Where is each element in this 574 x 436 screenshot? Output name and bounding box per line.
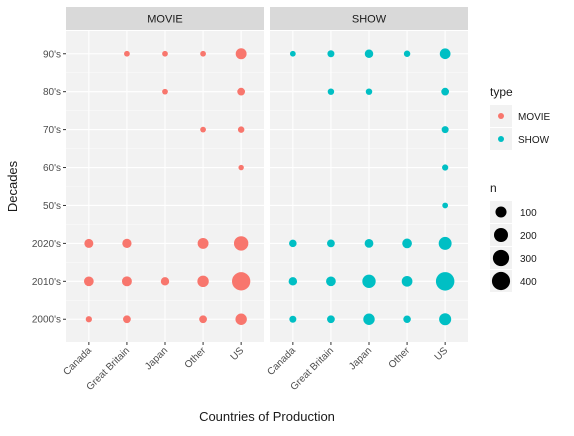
legend-size-key	[495, 206, 507, 218]
legend-size-label: 200	[520, 231, 537, 242]
y-tick-label: 2020's	[32, 239, 61, 250]
legend-color-title: type	[490, 85, 513, 99]
x-axis-title: Countries of Production	[199, 409, 335, 424]
data-point-show	[435, 272, 455, 291]
y-axis-title: Decades	[5, 160, 20, 212]
data-point-show	[442, 202, 449, 209]
y-tick-label: 2010's	[32, 277, 61, 288]
data-point-show	[403, 50, 411, 57]
legend-size-key	[491, 271, 511, 291]
facet-strip-background	[270, 7, 468, 30]
y-tick-label: 60's	[43, 163, 61, 174]
y-tick-label: 90's	[43, 49, 61, 60]
legend-size-title: n	[490, 181, 497, 195]
data-point-movie	[122, 238, 132, 249]
data-point-movie	[200, 126, 206, 133]
data-point-show	[402, 238, 412, 249]
data-point-movie	[237, 126, 245, 133]
legend-size-key	[492, 249, 510, 267]
data-point-movie	[123, 315, 131, 324]
x-tick-label: Japan	[347, 345, 374, 372]
data-point-show	[327, 239, 335, 248]
data-point-movie	[200, 50, 206, 57]
x-tick-label: Canada	[265, 345, 298, 378]
legend-size-label: 300	[520, 254, 537, 265]
data-point-show	[289, 239, 297, 248]
legend-size-label: 100	[520, 208, 537, 219]
data-point-show	[289, 50, 296, 57]
legend-color-key	[498, 113, 504, 119]
data-point-show	[364, 239, 374, 248]
data-point-show	[289, 315, 297, 323]
data-point-show	[441, 87, 450, 96]
data-point-show	[441, 126, 449, 134]
y-tick-label: 50's	[43, 201, 61, 212]
x-tick-label: Other	[387, 345, 413, 371]
x-tick-label: US	[433, 345, 451, 363]
data-point-show	[401, 275, 413, 287]
data-point-show	[326, 276, 336, 287]
data-point-movie	[197, 237, 209, 249]
data-point-movie	[83, 276, 94, 287]
facet-strip-background	[66, 7, 264, 30]
data-point-movie	[235, 48, 247, 60]
facet-strip-label: MOVIE	[147, 14, 182, 26]
x-tick-label: Canada	[61, 345, 94, 378]
legend-size-label: 400	[520, 277, 537, 288]
data-point-movie	[85, 316, 92, 323]
x-tick-label: US	[229, 345, 247, 363]
data-point-show	[442, 164, 449, 171]
data-point-show	[439, 48, 451, 60]
data-point-movie	[162, 88, 168, 95]
data-point-show	[362, 274, 376, 288]
data-point-show	[438, 236, 452, 250]
data-point-movie	[124, 50, 130, 57]
data-point-show	[403, 315, 411, 324]
data-point-movie	[235, 313, 247, 325]
data-point-show	[363, 313, 375, 325]
data-point-show	[439, 313, 452, 326]
legend-size-key	[494, 228, 508, 242]
facet-strip-label: SHOW	[352, 14, 387, 26]
data-point-movie	[160, 277, 170, 286]
data-point-show	[327, 50, 335, 58]
data-point-movie	[84, 238, 94, 248]
data-point-show	[327, 88, 335, 95]
legend-color-key	[498, 136, 504, 142]
y-tick-label: 70's	[43, 125, 61, 136]
data-point-show	[327, 315, 335, 324]
data-point-movie	[197, 275, 209, 288]
y-tick-label: 2000's	[32, 315, 61, 326]
data-point-show	[288, 277, 298, 286]
data-point-show	[365, 88, 373, 95]
legend-color-label: SHOW	[518, 135, 550, 146]
data-point-movie	[121, 276, 132, 287]
x-tick-label: Other	[183, 345, 209, 371]
data-point-movie	[237, 87, 246, 96]
data-point-show	[364, 49, 374, 58]
x-tick-label: Japan	[143, 345, 170, 372]
data-point-movie	[162, 50, 168, 57]
data-point-movie	[238, 164, 244, 171]
data-point-movie	[233, 236, 249, 251]
legend-color-label: MOVIE	[518, 112, 551, 123]
data-point-movie	[199, 315, 207, 324]
y-tick-label: 80's	[43, 87, 61, 98]
data-point-movie	[231, 272, 251, 291]
